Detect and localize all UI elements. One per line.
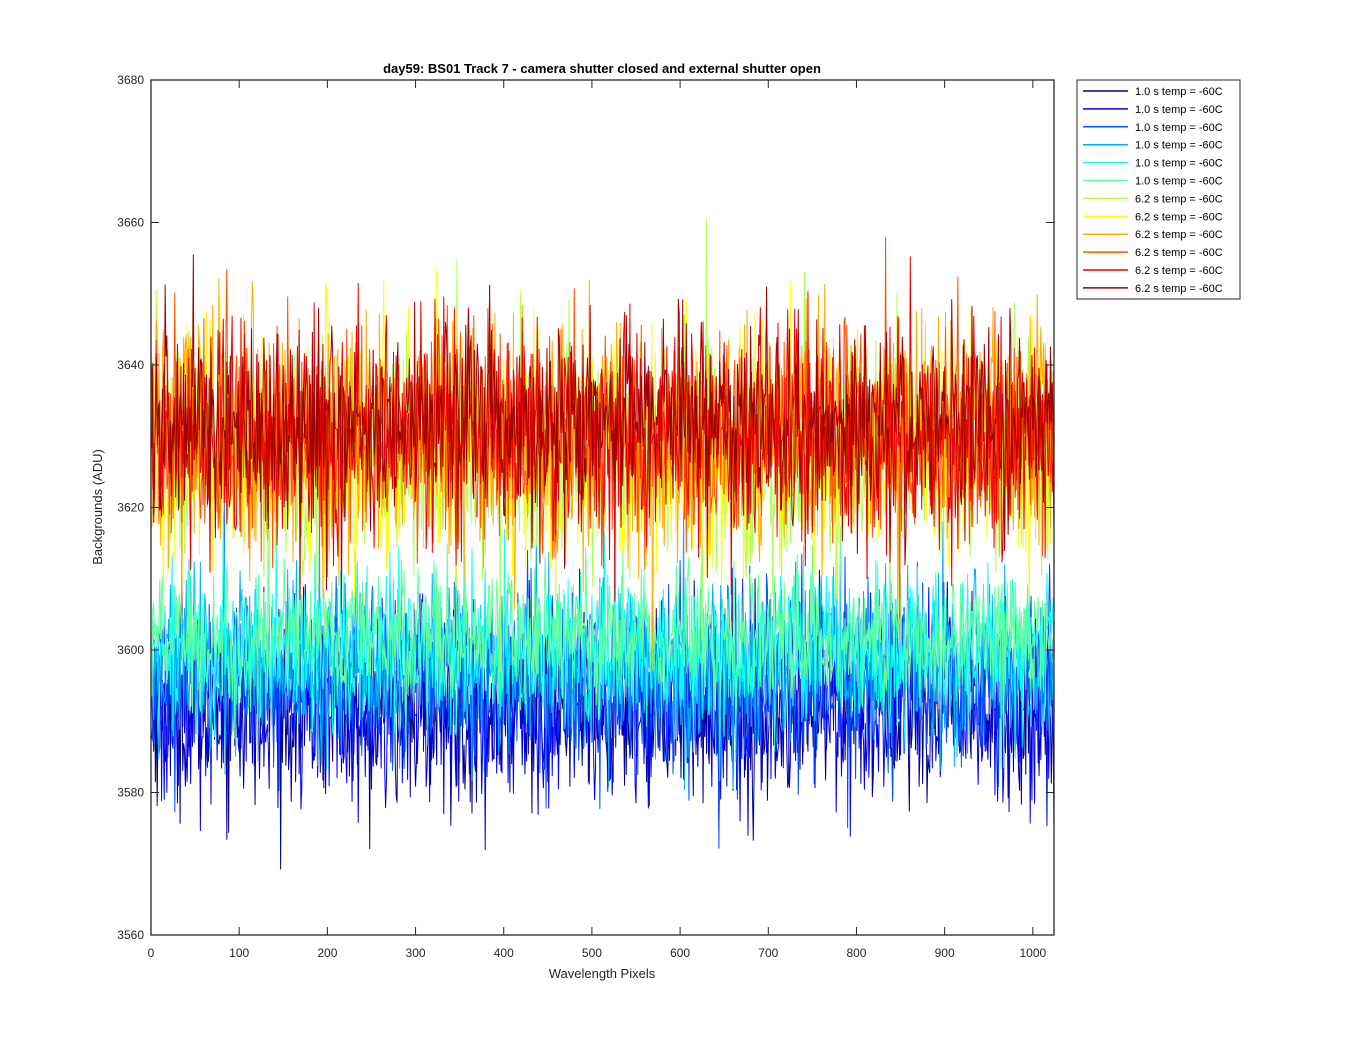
y-tick-label: 3560 <box>117 928 144 942</box>
legend-entry-label: 6.2 s temp = -60C <box>1135 229 1223 241</box>
y-tick-label: 3600 <box>117 643 144 657</box>
x-tick-label: 300 <box>406 946 426 960</box>
series-line-5 <box>151 515 1054 782</box>
x-tick-label: 400 <box>494 946 514 960</box>
y-tick-label: 3620 <box>117 501 144 515</box>
x-axis-label: Wavelength Pixels <box>549 966 656 981</box>
series-line-12 <box>151 254 1054 614</box>
chart-title: day59: BS01 Track 7 - camera shutter clo… <box>383 61 821 76</box>
legend-box <box>1076 79 1241 300</box>
legend-entry-label: 1.0 s temp = -60C <box>1135 158 1223 170</box>
x-tick-label: 200 <box>317 946 337 960</box>
legend-entry-label: 6.2 s temp = -60C <box>1135 211 1223 223</box>
series-layer <box>151 218 1054 870</box>
legend-entry-label: 6.2 s temp = -60C <box>1135 283 1223 295</box>
y-tick-label: 3580 <box>117 786 144 800</box>
x-tick-label: 900 <box>935 946 955 960</box>
x-axis: 0 100 200 300 400 500 600 700 800 900 1000 <box>148 80 1047 960</box>
legend-entry-label: 6.2 s temp = -60C <box>1135 265 1223 277</box>
x-tick-label: 500 <box>582 946 602 960</box>
y-axis: 3560 3580 3600 3620 3640 3660 3680 <box>117 73 1054 942</box>
legend-entry-label: 1.0 s temp = -60C <box>1135 176 1223 188</box>
legend-entry-label: 6.2 s temp = -60C <box>1135 247 1223 259</box>
legend-entry-label: 1.0 s temp = -60C <box>1135 140 1223 152</box>
legend: 1.0 s temp = -60C 1.0 s temp = -60C 1.0 s … <box>1076 79 1241 300</box>
x-tick-label: 600 <box>670 946 690 960</box>
legend-entry-label: 1.0 s temp = -60C <box>1135 86 1223 98</box>
legend-entry-label: 6.2 s temp = -60C <box>1135 193 1223 205</box>
series-line-6 <box>151 496 1054 769</box>
y-tick-label: 3640 <box>117 358 144 372</box>
x-tick-label: 700 <box>758 946 778 960</box>
x-tick-label: 800 <box>846 946 866 960</box>
x-tick-label: 0 <box>148 946 155 960</box>
x-tick-label: 100 <box>229 946 249 960</box>
legend-entry-label: 1.0 s temp = -60C <box>1135 104 1223 116</box>
y-tick-label: 3660 <box>117 216 144 230</box>
x-tick-label: 1000 <box>1019 946 1046 960</box>
legend-entry-label: 1.0 s temp = -60C <box>1135 122 1223 134</box>
y-tick-label: 3680 <box>117 73 144 87</box>
y-axis-label: Backgrounds (ADU) <box>90 449 105 565</box>
